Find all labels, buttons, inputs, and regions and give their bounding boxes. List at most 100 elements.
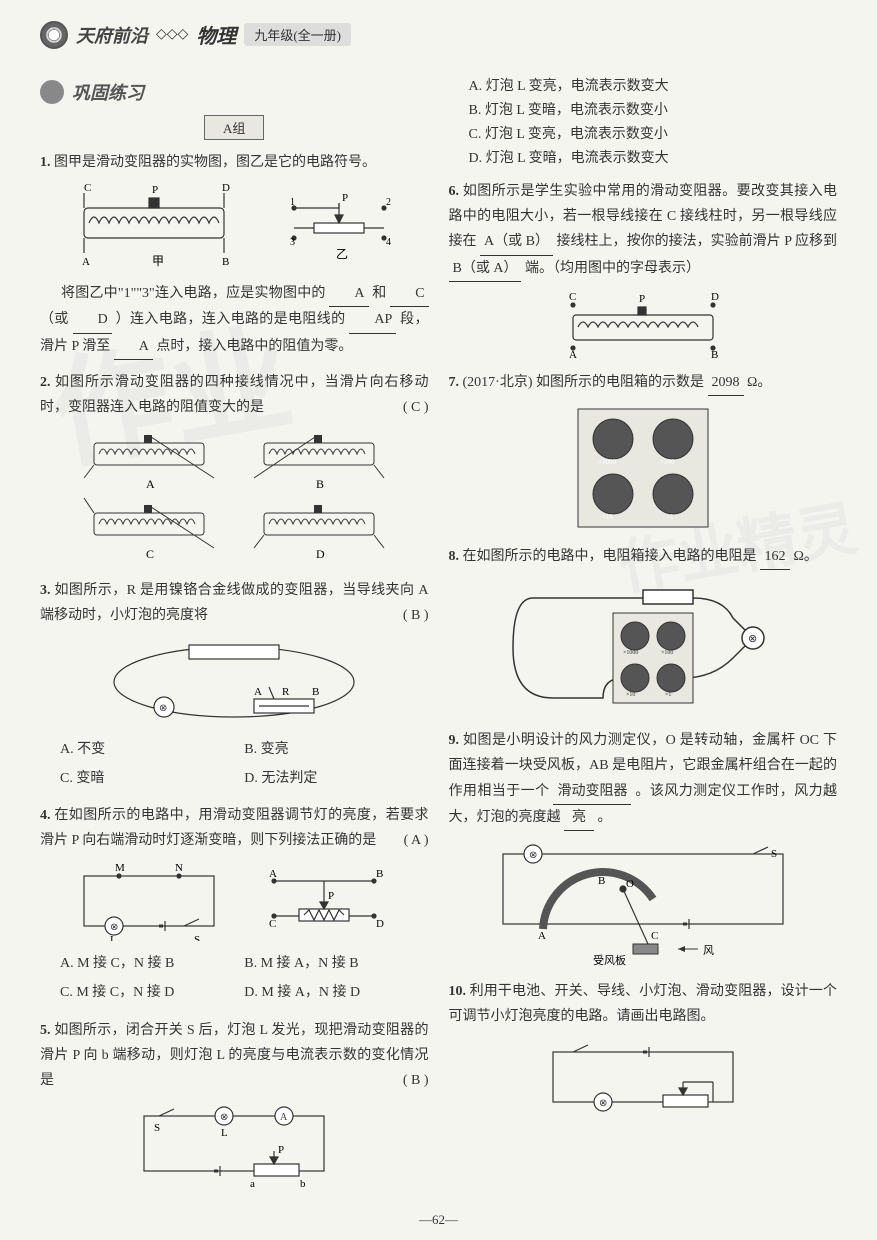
- q1-blank5: A: [114, 334, 153, 360]
- q6-num: 6.: [449, 184, 460, 199]
- svg-text:D: D: [222, 183, 230, 194]
- q7-text: 如图所示的电阻箱的示数是: [536, 375, 704, 390]
- svg-text:R: R: [282, 686, 290, 698]
- q4-opt-c: C. M 接 C，N 接 D: [60, 978, 244, 1007]
- left-column: 巩固练习 A组 1. 图甲是滑动变阻器的实物图，图乙是它的电路符号。 C P: [40, 69, 429, 1201]
- svg-text:⊗: ⊗: [159, 703, 167, 714]
- svg-text:S: S: [194, 934, 200, 941]
- svg-text:A: A: [82, 256, 90, 268]
- svg-text:乙: 乙: [336, 247, 348, 261]
- svg-text:B: B: [376, 868, 383, 880]
- q2-answer: ( C ): [403, 395, 429, 420]
- q1-diagram: C P D A B 甲 1 2: [40, 183, 429, 273]
- q3-answer: ( B ): [403, 603, 429, 628]
- q4-num: 4.: [40, 808, 51, 823]
- q5-opt-b: B. 灯泡 L 变暗，电流表示数变小: [469, 97, 838, 121]
- q5-text: 如图所示，闭合开关 S 后，灯泡 L 发光，现把滑动变阻器的滑片 P 向 b 端…: [40, 1023, 429, 1088]
- q1-text-d: （或: [40, 312, 69, 327]
- q5-opt-a: A. 灯泡 L 变亮，电流表示数变大: [469, 73, 838, 97]
- svg-text:A: A: [269, 868, 277, 880]
- question-5: 5. 如图所示，闭合开关 S 后，灯泡 L 发光，现把滑动变阻器的滑片 P 向 …: [40, 1018, 429, 1192]
- question-8: 8. 在如图所示的电路中，电阻箱接入电路的电阻是 162 Ω。 ⊗: [449, 544, 838, 718]
- svg-text:P: P: [152, 184, 158, 196]
- svg-text:B: B: [711, 349, 718, 360]
- svg-text:B: B: [316, 477, 324, 491]
- q7-prefix: (2017·北京): [463, 375, 533, 390]
- svg-text:受风板: 受风板: [593, 953, 626, 967]
- svg-text:a: a: [250, 1178, 255, 1190]
- q1-text-a: 图甲是滑动变阻器的实物图，图乙是它的电路符号。: [54, 155, 376, 170]
- svg-text:D: D: [316, 547, 325, 561]
- q6-blank1: A（或 B）: [480, 229, 553, 255]
- svg-text:⊗: ⊗: [599, 1098, 607, 1109]
- page-number: —62—: [419, 1212, 458, 1228]
- svg-text:⊗: ⊗: [110, 922, 118, 933]
- svg-text:3: 3: [290, 237, 295, 248]
- q2-num: 2.: [40, 375, 51, 390]
- svg-text:P: P: [639, 293, 645, 305]
- svg-text:×1000: ×1000: [598, 458, 616, 466]
- group-badge: A组: [204, 115, 264, 140]
- svg-text:×1000: ×1000: [623, 650, 638, 656]
- question-10: 10. 利用干电池、开关、导线、小灯泡、滑动变阻器，设计一个可调节小灯泡亮度的电…: [449, 979, 838, 1117]
- svg-text:×1: ×1: [665, 692, 671, 698]
- svg-text:风: 风: [703, 944, 714, 957]
- q3-num: 3.: [40, 583, 51, 598]
- q7-blank: 2098: [708, 370, 744, 396]
- question-9: 9. 如图是小明设计的风力测定仪，O 是转动轴，金属杆 OC 下面连接着一块受风…: [449, 728, 838, 969]
- svg-text:P: P: [328, 890, 334, 902]
- q1-text-c: 和: [372, 286, 386, 301]
- svg-text:A: A: [569, 349, 577, 360]
- svg-text:S: S: [154, 1122, 160, 1134]
- question-4: 4. 在如图所示的电路中，用滑动变阻器调节灯的亮度，若要求滑片 P 向右端滑动时…: [40, 803, 429, 1008]
- svg-text:S: S: [771, 848, 777, 860]
- svg-text:×10: ×10: [602, 513, 613, 521]
- svg-text:B: B: [222, 256, 229, 268]
- q8-num: 8.: [449, 549, 460, 564]
- svg-text:b: b: [300, 1178, 306, 1190]
- svg-text:A: A: [280, 1112, 288, 1123]
- q8-blank: 162: [760, 544, 790, 570]
- q5-opt-d: D. 灯泡 L 变暗，电流表示数变大: [469, 145, 838, 169]
- q3-options: A. 不变 B. 变亮 C. 变暗 D. 无法判定: [60, 735, 429, 793]
- question-7: 7. (2017·北京) 如图所示的电阻箱的示数是 2098 Ω。 ×1000 …: [449, 370, 838, 534]
- q8-unit: Ω。: [794, 549, 818, 564]
- svg-text:B: B: [312, 686, 319, 698]
- svg-text:L: L: [221, 1127, 228, 1139]
- q9-num: 9.: [449, 733, 460, 748]
- q9-blank1: 滑动变阻器: [553, 779, 631, 805]
- section-title: 巩固练习: [40, 79, 429, 105]
- svg-text:P: P: [278, 1144, 284, 1156]
- q1-text-e: ）连入电路，连入电路的是电阻线的: [116, 312, 346, 327]
- q2-text: 如图所示滑动变阻器的四种接线情况中，当滑片向右移动时，变阻器连入电路的阻值变大的…: [40, 375, 429, 415]
- q6-diagram: C P D A B: [449, 290, 838, 360]
- svg-text:D: D: [711, 291, 719, 303]
- q1-blank2: C: [390, 281, 428, 307]
- question-1: 1. 图甲是滑动变阻器的实物图，图乙是它的电路符号。 C P D A B: [40, 150, 429, 360]
- q4-opt-b: B. M 接 A，N 接 B: [244, 949, 428, 978]
- q4-answer: ( A ): [404, 828, 429, 853]
- svg-text:2: 2: [386, 197, 391, 208]
- svg-text:×100: ×100: [660, 458, 675, 466]
- q1-blank3: D: [73, 307, 112, 333]
- q10-diagram: ⊗: [449, 1037, 838, 1117]
- q3-opt-b: B. 变亮: [244, 735, 428, 764]
- svg-text:B: B: [598, 875, 605, 887]
- q10-text: 利用干电池、开关、导线、小灯泡、滑动变阻器，设计一个可调节小灯泡亮度的电路。请画…: [449, 984, 838, 1024]
- q9-blank2: 亮: [564, 805, 594, 831]
- svg-text:×1: ×1: [666, 513, 674, 521]
- svg-text:⊗: ⊗: [748, 633, 757, 645]
- q3-opt-d: D. 无法判定: [244, 764, 428, 793]
- target-icon: [40, 21, 68, 49]
- svg-text:O: O: [626, 878, 634, 890]
- q1-blank4: AP: [349, 307, 396, 333]
- question-2: 2. 如图所示滑动变阻器的四种接线情况中，当滑片向右移动时，变阻器连入电路的阻值…: [40, 370, 429, 568]
- svg-text:4: 4: [386, 237, 391, 248]
- svg-text:×100: ×100: [661, 650, 673, 656]
- q6-text-b: 接线柱上，按你的接法，实验前滑片 P 应移到: [557, 234, 838, 249]
- q2-diagram: A B C D: [40, 428, 429, 568]
- q3-diagram: ⊗ A R B: [40, 637, 429, 727]
- q6-blank2: B（或 A）: [449, 256, 522, 282]
- right-column: A. 灯泡 L 变亮，电流表示数变大 B. 灯泡 L 变暗，电流表示数变小 C.…: [449, 69, 838, 1201]
- svg-text:C: C: [269, 918, 276, 930]
